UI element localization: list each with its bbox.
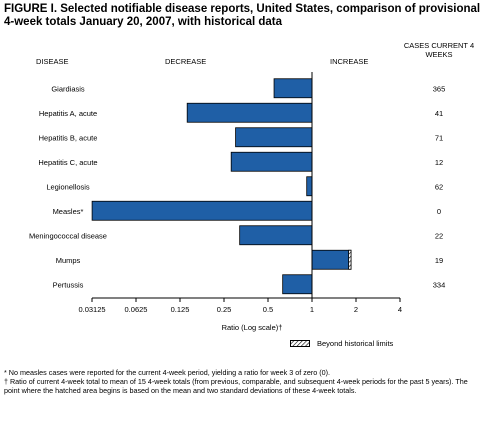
category-label: Mumps <box>56 256 81 265</box>
case-count: 12 <box>435 158 443 167</box>
case-count: 62 <box>435 182 443 191</box>
bar <box>91 200 313 221</box>
category-label: Measles* <box>53 207 84 216</box>
x-tick-label: 0.25 <box>217 305 232 314</box>
bar <box>306 176 313 197</box>
category-labels: Giardiasis Hepatitis A, acute Hepatitis B,… <box>29 84 107 289</box>
bar <box>239 225 313 246</box>
case-counts: 365 41 71 12 62 0 22 19 334 <box>433 84 446 289</box>
x-tick-label: 0.03125 <box>78 305 105 314</box>
x-tick-label: 0.5 <box>263 305 273 314</box>
case-count: 41 <box>435 109 443 118</box>
legend-label: Beyond historical limits <box>317 339 394 348</box>
x-axis: 0.03125 0.0625 0.125 0.25 0.5 1 2 4 Ratio (Log s… <box>78 72 402 332</box>
x-tick-label: 0.125 <box>171 305 190 314</box>
case-count: 334 <box>433 280 446 289</box>
category-label: Hepatitis B, acute <box>39 133 98 142</box>
x-tick-label: 1 <box>310 305 314 314</box>
case-count: 0 <box>437 207 441 216</box>
case-count: 22 <box>435 231 443 240</box>
x-tick-label: 2 <box>354 305 358 314</box>
footnote-ratio: † Ratio of current 4-week total to mean … <box>4 377 468 395</box>
bar <box>235 127 313 148</box>
bar <box>311 249 352 270</box>
category-label: Legionellosis <box>46 182 90 191</box>
hatched-segment <box>348 249 352 270</box>
hatch-swatch <box>290 340 310 347</box>
x-tick-label: 0.0625 <box>125 305 148 314</box>
category-label: Pertussis <box>53 280 84 289</box>
category-label: Hepatitis C, acute <box>38 158 97 167</box>
x-axis-label: Ratio (Log scale)† <box>222 323 283 332</box>
bar <box>230 151 313 172</box>
category-label: Hepatitis A, acute <box>39 109 97 118</box>
case-count: 365 <box>433 84 446 93</box>
bar <box>273 78 313 99</box>
footnote-measles: * No measles cases were reported for the… <box>4 368 330 377</box>
disease-column-header: DISEASE <box>36 57 69 66</box>
case-count: 71 <box>435 133 443 142</box>
cases-column-header: CASES CURRENT 4 WEEKS <box>403 41 475 59</box>
category-label: Giardiasis <box>51 84 85 93</box>
figure-title: FIGURE I. Selected notifiable disease re… <box>4 3 481 28</box>
bar <box>186 102 313 123</box>
bar <box>282 274 313 295</box>
case-count: 19 <box>435 256 443 265</box>
category-label: Meningococcal disease <box>29 231 107 240</box>
bar-group <box>91 78 352 295</box>
increase-header: INCREASE <box>330 57 369 66</box>
decrease-header: DECREASE <box>165 57 207 66</box>
x-tick-label: 4 <box>398 305 402 314</box>
